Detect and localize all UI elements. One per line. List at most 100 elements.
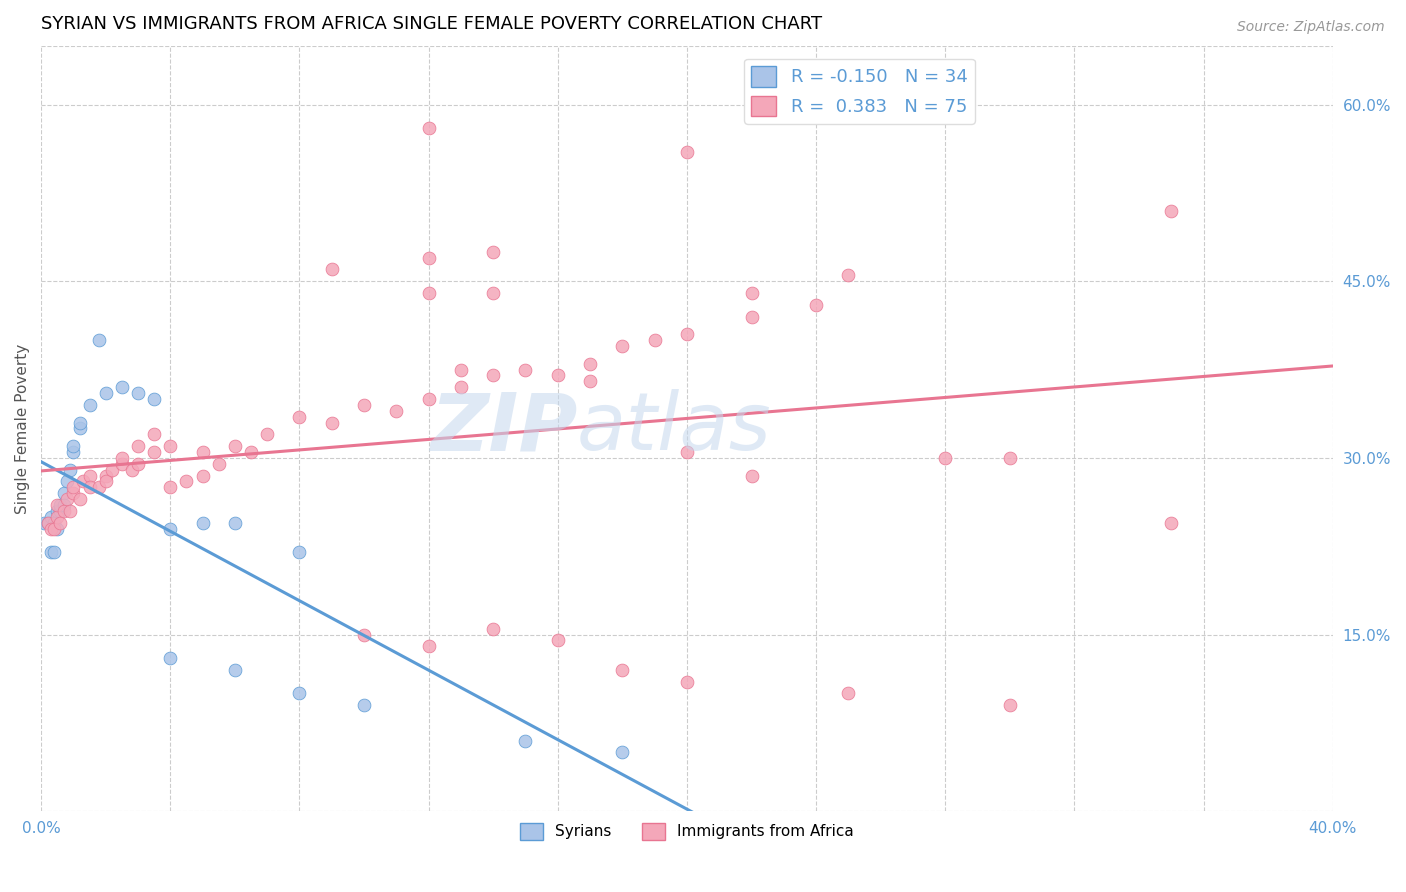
Point bbox=[579, 374, 602, 388]
Point bbox=[676, 327, 699, 342]
Point bbox=[127, 386, 149, 401]
Point bbox=[353, 398, 375, 412]
Text: Source: ZipAtlas.com: Source: ZipAtlas.com bbox=[1237, 20, 1385, 34]
Point bbox=[256, 427, 278, 442]
Point bbox=[159, 439, 181, 453]
Point bbox=[644, 333, 666, 347]
Point bbox=[450, 362, 472, 376]
Point bbox=[56, 492, 79, 507]
Point bbox=[418, 640, 440, 654]
Point bbox=[69, 416, 91, 430]
Point bbox=[450, 380, 472, 394]
Point bbox=[998, 450, 1021, 465]
Point bbox=[159, 651, 181, 665]
Point bbox=[89, 480, 111, 494]
Point bbox=[111, 457, 134, 471]
Point bbox=[676, 445, 699, 459]
Point bbox=[69, 492, 91, 507]
Point bbox=[94, 468, 117, 483]
Point bbox=[321, 416, 343, 430]
Point bbox=[143, 445, 166, 459]
Point bbox=[143, 392, 166, 406]
Point bbox=[62, 445, 84, 459]
Point bbox=[934, 450, 956, 465]
Point bbox=[224, 516, 246, 530]
Point bbox=[676, 145, 699, 159]
Point bbox=[69, 421, 91, 435]
Point bbox=[39, 509, 62, 524]
Point bbox=[418, 392, 440, 406]
Point bbox=[224, 439, 246, 453]
Point bbox=[321, 262, 343, 277]
Point bbox=[62, 486, 84, 500]
Point bbox=[39, 522, 62, 536]
Point bbox=[159, 522, 181, 536]
Point bbox=[1160, 516, 1182, 530]
Text: SYRIAN VS IMMIGRANTS FROM AFRICA SINGLE FEMALE POVERTY CORRELATION CHART: SYRIAN VS IMMIGRANTS FROM AFRICA SINGLE … bbox=[41, 15, 823, 33]
Point bbox=[191, 516, 214, 530]
Point bbox=[482, 244, 505, 259]
Point bbox=[42, 516, 65, 530]
Point bbox=[111, 450, 134, 465]
Text: ZIP: ZIP bbox=[430, 390, 576, 467]
Point bbox=[49, 504, 72, 518]
Point bbox=[804, 298, 827, 312]
Point bbox=[62, 439, 84, 453]
Point bbox=[288, 409, 311, 424]
Point bbox=[176, 475, 198, 489]
Legend: Syrians, Immigrants from Africa: Syrians, Immigrants from Africa bbox=[513, 817, 860, 846]
Point bbox=[837, 686, 859, 700]
Point bbox=[62, 480, 84, 494]
Point bbox=[46, 522, 69, 536]
Point bbox=[676, 674, 699, 689]
Point bbox=[42, 522, 65, 536]
Y-axis label: Single Female Poverty: Single Female Poverty bbox=[15, 343, 30, 514]
Point bbox=[46, 504, 69, 518]
Point bbox=[191, 445, 214, 459]
Point bbox=[224, 663, 246, 677]
Point bbox=[127, 457, 149, 471]
Text: atlas: atlas bbox=[576, 390, 772, 467]
Point bbox=[547, 633, 569, 648]
Point bbox=[837, 268, 859, 283]
Point bbox=[37, 516, 59, 530]
Point bbox=[482, 622, 505, 636]
Point bbox=[612, 745, 634, 759]
Point bbox=[94, 475, 117, 489]
Point bbox=[191, 468, 214, 483]
Point bbox=[46, 509, 69, 524]
Point bbox=[49, 516, 72, 530]
Point bbox=[52, 486, 75, 500]
Point bbox=[89, 333, 111, 347]
Point bbox=[579, 357, 602, 371]
Point bbox=[418, 251, 440, 265]
Point bbox=[515, 362, 537, 376]
Point bbox=[741, 468, 763, 483]
Point bbox=[79, 480, 101, 494]
Point bbox=[49, 498, 72, 512]
Point bbox=[46, 498, 69, 512]
Point bbox=[59, 504, 82, 518]
Point bbox=[353, 627, 375, 641]
Point bbox=[72, 475, 94, 489]
Point bbox=[998, 698, 1021, 713]
Point bbox=[515, 733, 537, 747]
Point bbox=[240, 445, 263, 459]
Point bbox=[385, 403, 408, 417]
Point bbox=[111, 380, 134, 394]
Point bbox=[42, 545, 65, 559]
Point bbox=[612, 339, 634, 353]
Point bbox=[741, 310, 763, 324]
Point bbox=[79, 398, 101, 412]
Point bbox=[52, 498, 75, 512]
Point bbox=[482, 285, 505, 300]
Point bbox=[741, 285, 763, 300]
Point bbox=[37, 516, 59, 530]
Point bbox=[56, 475, 79, 489]
Point bbox=[59, 463, 82, 477]
Point bbox=[143, 427, 166, 442]
Point bbox=[121, 463, 143, 477]
Point bbox=[101, 463, 124, 477]
Point bbox=[1160, 203, 1182, 218]
Point bbox=[208, 457, 231, 471]
